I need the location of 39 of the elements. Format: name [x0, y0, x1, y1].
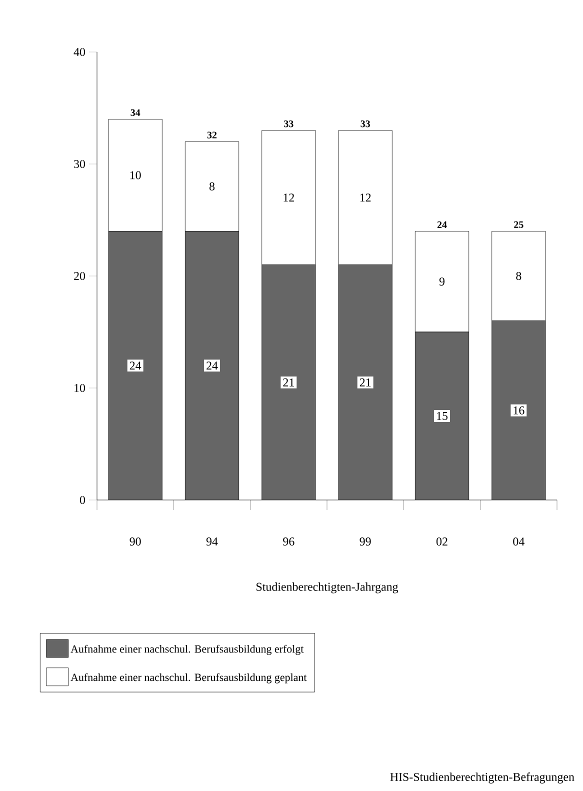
data-label: 24 [206, 362, 218, 370]
x-tick-label: 99 [360, 538, 371, 546]
data-label: 8 [209, 182, 215, 190]
x-axis-title: Studienberechtigten-Jahrgang [256, 582, 398, 594]
total-label: 33 [360, 120, 370, 128]
total-label: 25 [514, 221, 524, 228]
legend-label: Aufnahme einer nachschul. Berufsausbildung erfolgt [70, 644, 304, 655]
total-label: 24 [437, 221, 447, 228]
total-label: 32 [207, 132, 217, 138]
text: HIS-Studienberechtigten-Befragungen [390, 772, 574, 784]
data-label: 15 [437, 412, 448, 420]
bar [338, 264, 392, 500]
bar [492, 320, 546, 500]
y-tick-label: 30 [74, 160, 86, 168]
y-tick-label: 20 [74, 272, 86, 280]
bar [108, 231, 162, 500]
data-label: 10 [130, 171, 141, 180]
legend-label: Aufnahme einer nachschul. Berufsausbildung geplant [70, 673, 307, 684]
x-tick-label: 04 [513, 538, 524, 546]
bar [262, 264, 316, 500]
data-label: 8 [516, 272, 522, 280]
total-label: 33 [284, 120, 294, 128]
data-label: 21 [360, 378, 371, 386]
y-tick-label: 0 [80, 496, 86, 504]
total-label: 34 [130, 109, 140, 116]
x-tick-label: 90 [130, 538, 141, 546]
y-tick-label: 10 [74, 384, 86, 392]
x-tick-label: 02 [436, 538, 448, 546]
data-label: 12 [360, 194, 371, 202]
y-tick-label: 40 [74, 48, 86, 56]
x-tick-label: 94 [206, 538, 218, 546]
data-label: 16 [514, 406, 524, 414]
data-label: 9 [439, 278, 444, 286]
x-tick-label: 96 [283, 538, 294, 546]
data-label: 21 [283, 378, 294, 386]
bar [414, 332, 470, 500]
data-label: 12 [284, 194, 294, 202]
data-label: 24 [130, 362, 142, 370]
bar [184, 231, 240, 500]
